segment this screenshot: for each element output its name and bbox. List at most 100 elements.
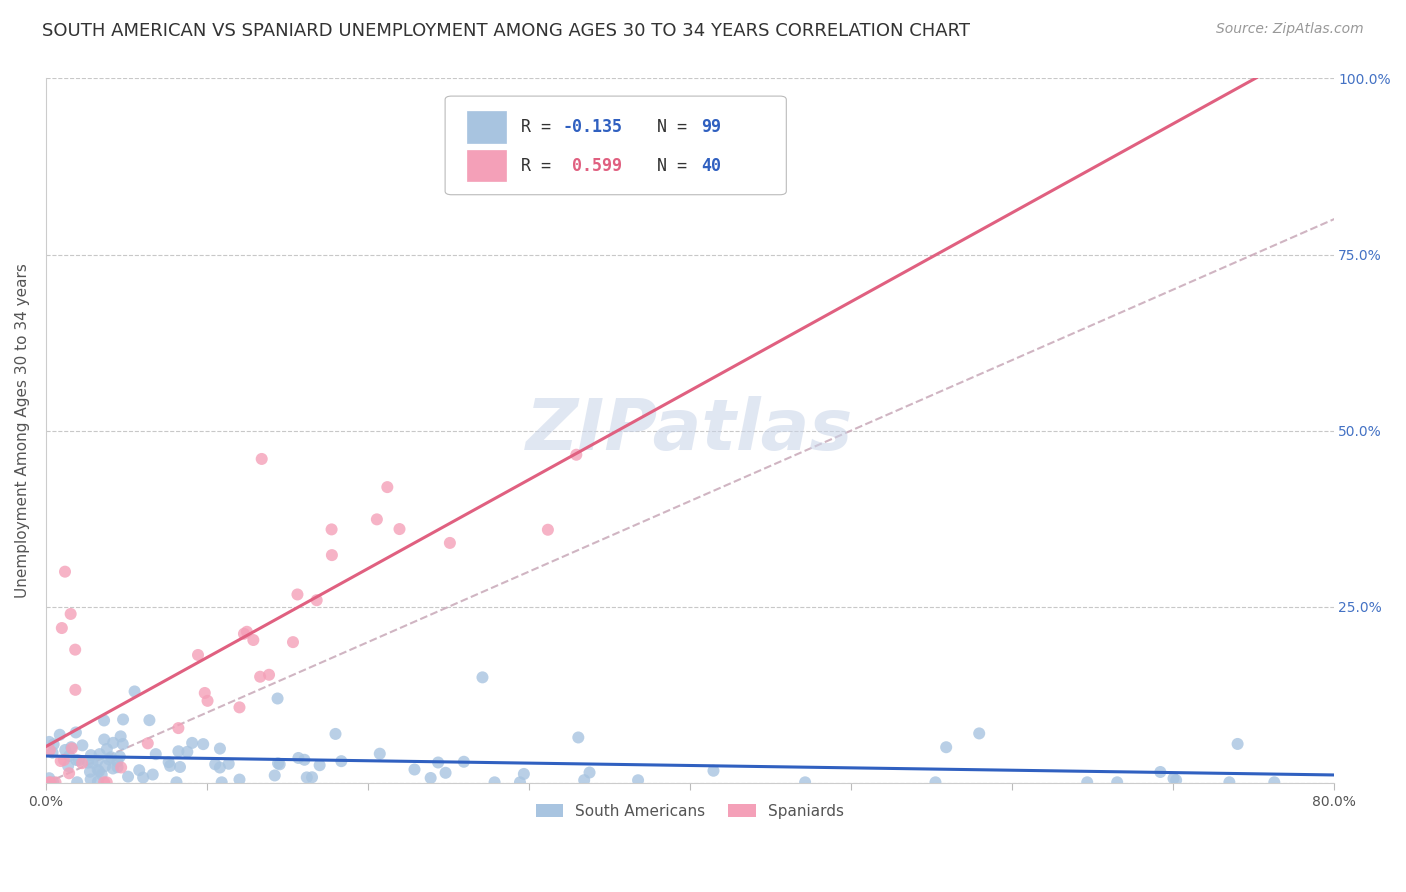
Point: [187, 648, 209, 662]
Point: [100, 750, 122, 764]
Point: [38, 735, 60, 749]
Point: [59, 607, 82, 621]
Point: [42, 737, 65, 751]
Point: [124, 684, 146, 698]
Point: [58, 748, 80, 763]
Point: [287, 587, 309, 601]
Point: [96, 775, 118, 789]
Point: [53, 565, 76, 579]
Point: [93, 732, 115, 747]
Text: SOUTH AMERICAN VS SPANIARD UNEMPLOYMENT AMONG AGES 30 TO 34 YEARS CORRELATION CH: SOUTH AMERICAN VS SPANIARD UNEMPLOYMENT …: [42, 22, 970, 40]
Point: [128, 763, 150, 777]
Point: [41, 746, 63, 760]
Point: [51, 621, 73, 635]
Point: [94, 759, 117, 773]
Point: [301, 770, 323, 784]
Point: [49, 754, 72, 768]
Bar: [467, 150, 506, 181]
Text: N =: N =: [637, 118, 697, 136]
Point: [434, 765, 457, 780]
Point: [53, 743, 76, 757]
Point: [110, 760, 132, 774]
Point: [218, 756, 240, 771]
Point: [107, 755, 129, 769]
Point: [65, 682, 87, 697]
Point: [79, 764, 101, 779]
Point: [236, 624, 259, 639]
Point: [87, 764, 110, 779]
Point: [935, 740, 957, 755]
Point: [112, 713, 135, 727]
Point: [44, 775, 66, 789]
Point: [65, 753, 87, 767]
Point: [565, 448, 588, 462]
Point: [166, 775, 188, 789]
Point: [87, 774, 110, 789]
Point: [572, 773, 595, 788]
Point: [197, 694, 219, 708]
Point: [39, 775, 62, 789]
Point: [107, 760, 129, 774]
Point: [142, 767, 165, 781]
Point: [375, 480, 398, 494]
Point: [110, 730, 132, 744]
Point: [193, 737, 215, 751]
Point: [77, 756, 100, 770]
Point: [38, 775, 60, 789]
Point: [388, 522, 411, 536]
Point: [167, 744, 190, 758]
FancyBboxPatch shape: [446, 96, 786, 194]
Point: [60, 740, 83, 755]
Point: [93, 714, 115, 728]
Point: [65, 725, 87, 739]
Point: [87, 763, 110, 777]
Text: 99: 99: [702, 118, 721, 136]
Point: [267, 756, 290, 771]
Point: [325, 727, 347, 741]
Point: [1107, 775, 1129, 789]
Point: [1163, 772, 1185, 786]
Point: [294, 753, 316, 767]
Point: [38, 771, 60, 785]
Point: [93, 775, 115, 789]
Point: [138, 713, 160, 727]
Point: [204, 757, 226, 772]
Point: [702, 764, 724, 778]
Point: [89, 747, 111, 761]
Point: [145, 747, 167, 761]
Point: [567, 731, 589, 745]
Point: [924, 775, 946, 789]
Point: [250, 452, 273, 467]
Point: [108, 749, 131, 764]
Point: [366, 512, 388, 526]
Point: [157, 755, 180, 769]
Point: [627, 773, 650, 788]
Point: [208, 760, 231, 774]
Point: [101, 736, 124, 750]
Point: [58, 766, 80, 780]
Point: [72, 739, 94, 753]
Point: [90, 768, 112, 782]
Point: [228, 772, 250, 787]
Point: [439, 536, 461, 550]
Text: R =: R =: [522, 157, 561, 175]
Text: N =: N =: [637, 157, 697, 175]
Point: [453, 755, 475, 769]
Point: [38, 743, 60, 757]
Point: [233, 627, 256, 641]
Point: [427, 756, 450, 770]
Point: [159, 759, 181, 773]
Point: [176, 745, 198, 759]
Text: -0.135: -0.135: [562, 118, 623, 136]
Point: [249, 670, 271, 684]
Point: [1149, 764, 1171, 779]
Point: [67, 754, 90, 768]
Point: [281, 635, 304, 649]
Point: [228, 700, 250, 714]
Bar: [467, 112, 506, 143]
Point: [66, 775, 89, 789]
Point: [1166, 773, 1188, 788]
Point: [169, 760, 191, 774]
Point: [56, 759, 79, 773]
Point: [1218, 775, 1240, 789]
